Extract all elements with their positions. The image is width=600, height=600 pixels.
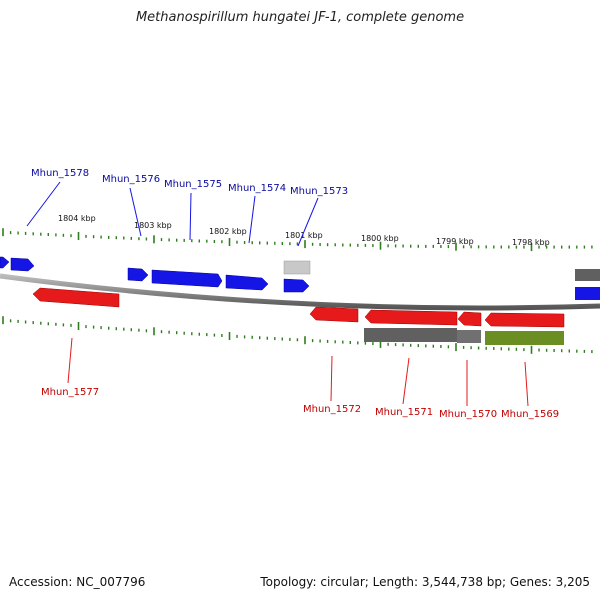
gene-box-gray-1570[interactable]: [457, 330, 481, 343]
map-title: Methanospirillum hungatei JF-1, complete…: [135, 10, 465, 25]
scale-label-1799: 1799 kbp: [436, 237, 474, 246]
leader-line-mhun-1577: [67, 337, 73, 384]
forward-gene-labels: Mhun_1578 Mhun_1576 Mhun_1575 Mhun_1574 …: [31, 168, 348, 197]
scale-label-1804: 1804 kbp: [58, 214, 96, 223]
gene-label-mhun-1569[interactable]: Mhun_1569: [501, 409, 559, 420]
genome-backbone: [0, 273, 600, 311]
scale-ticks-bottom: [2, 316, 593, 354]
gene-arrow-mhun-1576[interactable]: [127, 267, 149, 282]
gene-label-mhun-1572[interactable]: Mhun_1572: [303, 404, 361, 415]
gene-box-mhun-1573-pseudo[interactable]: [283, 260, 311, 275]
leader-line-mhun-1575: [189, 192, 192, 241]
gene-arrow-mhun-1573[interactable]: [283, 278, 310, 293]
gene-box-blue-right[interactable]: [575, 287, 600, 300]
forward-leader-lines: [26, 181, 319, 247]
gene-label-mhun-1576[interactable]: Mhun_1576: [102, 174, 160, 185]
gene-label-mhun-1571[interactable]: Mhun_1571: [375, 407, 433, 418]
gene-label-mhun-1575[interactable]: Mhun_1575: [164, 179, 222, 190]
gene-arrow-forward[interactable]: [0, 256, 10, 269]
genome-stats-text: Topology: circular; Length: 3,544,738 bp…: [260, 575, 590, 589]
scale-label-1801: 1801 kbp: [285, 231, 323, 240]
gene-arrow-mhun-1577[interactable]: [32, 287, 120, 308]
gene-label-mhun-1573[interactable]: Mhun_1573: [290, 186, 348, 197]
scale-label-1800: 1800 kbp: [361, 234, 399, 243]
leader-line-mhun-1571: [402, 357, 410, 405]
gene-arrow-mhun-1574[interactable]: [225, 274, 269, 291]
gene-arrow-mhun-1570[interactable]: [457, 311, 482, 327]
gene-box-gray-1571[interactable]: [364, 328, 457, 342]
accession-text: Accession: NC_007796: [9, 575, 146, 589]
scale-ticks-top: [2, 228, 593, 252]
leader-line-mhun-1569: [524, 361, 529, 407]
reverse-leader-lines: [67, 337, 529, 407]
leader-line-mhun-1572: [330, 355, 333, 402]
leader-line-mhun-1578: [26, 181, 61, 227]
gene-arrow-mhun-1569[interactable]: [484, 312, 565, 328]
reverse-gene-labels: Mhun_1577 Mhun_1572 Mhun_1571 Mhun_1570 …: [41, 387, 559, 420]
reverse-genes: [32, 287, 565, 345]
gene-arrow-mhun-1578[interactable]: [10, 257, 35, 272]
leader-line-mhun-1574: [248, 195, 256, 244]
gene-label-mhun-1577[interactable]: Mhun_1577: [41, 387, 99, 398]
scale-label-1798: 1798 kbp: [512, 238, 550, 247]
scale-label-1803: 1803 kbp: [134, 221, 172, 230]
gene-box-gray-right[interactable]: [575, 269, 600, 281]
gene-arrow-mhun-1572[interactable]: [309, 306, 359, 323]
gene-label-mhun-1570[interactable]: Mhun_1570: [439, 409, 497, 420]
gene-label-mhun-1578[interactable]: Mhun_1578: [31, 168, 89, 179]
gene-label-mhun-1574[interactable]: Mhun_1574: [228, 183, 286, 194]
gene-box-olive-1569[interactable]: [485, 331, 564, 345]
leader-line-mhun-1573: [297, 197, 319, 247]
forward-genes: [0, 256, 600, 300]
gene-arrow-mhun-1571[interactable]: [364, 309, 458, 326]
leader-line-mhun-1576: [129, 187, 142, 237]
scale-label-1802: 1802 kbp: [209, 227, 247, 236]
gene-arrow-mhun-1575[interactable]: [151, 269, 223, 288]
